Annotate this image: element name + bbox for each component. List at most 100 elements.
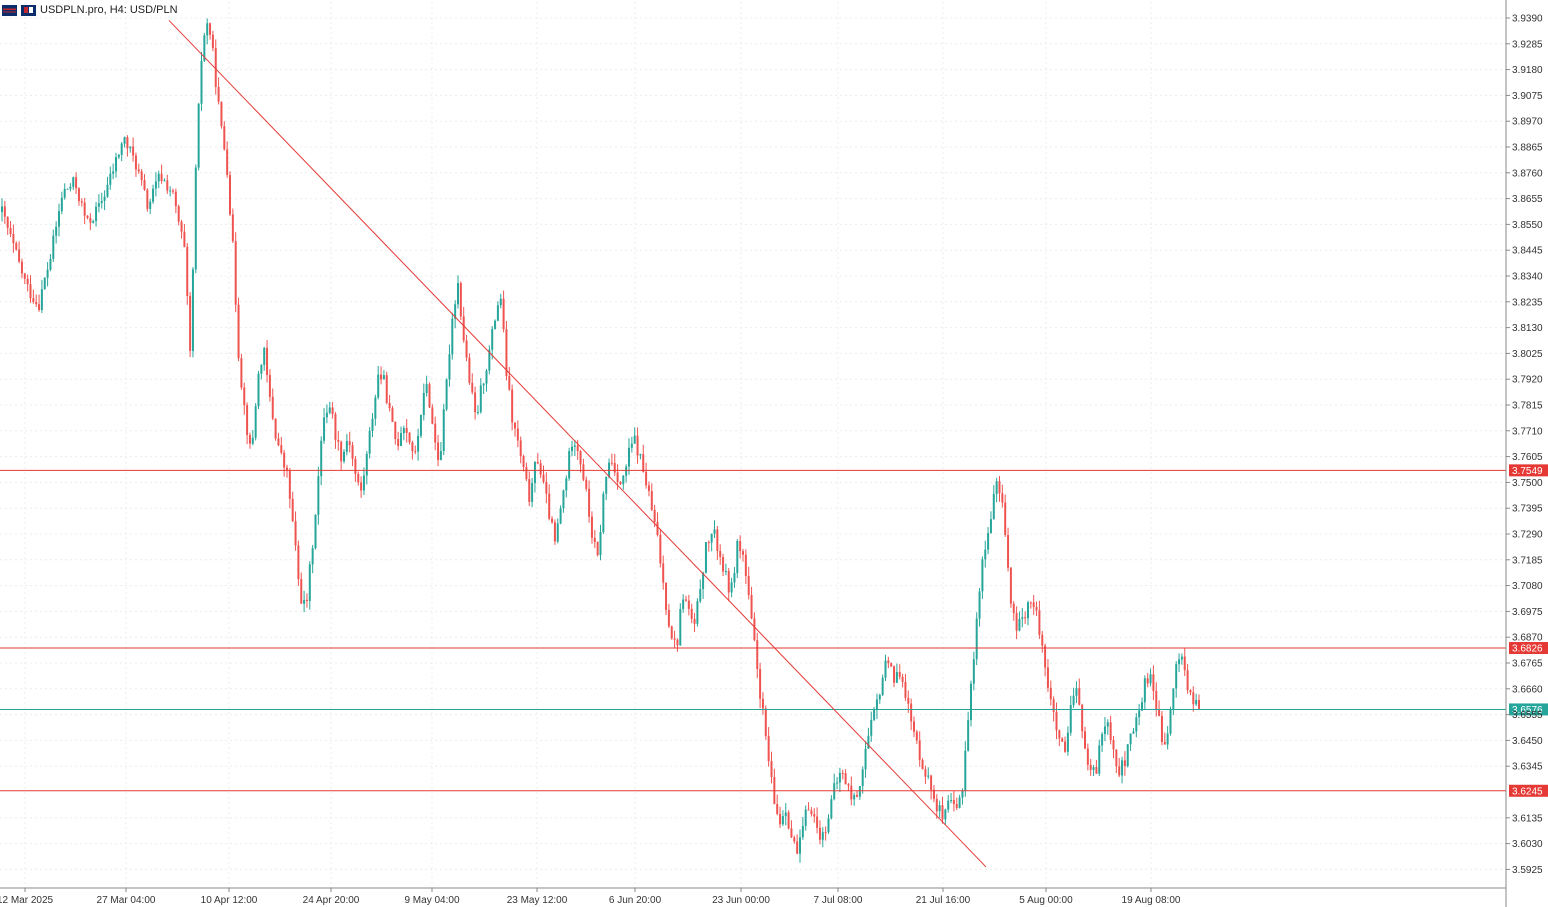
candle xyxy=(200,51,203,111)
candle-body xyxy=(727,571,730,593)
candle-body xyxy=(599,531,602,556)
candle-body xyxy=(20,261,23,274)
candle xyxy=(1132,728,1135,734)
candle-body xyxy=(1109,722,1112,741)
candle xyxy=(1012,601,1015,621)
price-tick-label: 3.8655 xyxy=(1512,194,1543,205)
time-tick-label: 7 Jul 08:00 xyxy=(814,895,863,906)
candle-body xyxy=(1078,688,1081,705)
candle-body xyxy=(117,154,120,158)
candle-body xyxy=(157,173,160,182)
candle-body xyxy=(337,439,340,442)
candle xyxy=(804,805,807,831)
time-axis[interactable]: 12 Mar 2025 27 Mar 04:00 10 Apr 12:00 24 Ap… xyxy=(0,887,1506,906)
price-tick-label: 3.8025 xyxy=(1512,349,1543,360)
candle-body xyxy=(1012,603,1015,614)
candle xyxy=(1155,682,1158,717)
candle xyxy=(724,563,727,576)
candle-body xyxy=(722,557,725,572)
candle xyxy=(588,480,591,523)
candle-body xyxy=(542,474,545,482)
candle xyxy=(551,516,554,524)
candle xyxy=(944,808,947,825)
candle-body xyxy=(115,157,117,172)
candle-body xyxy=(744,554,747,576)
candle-body xyxy=(439,451,442,460)
candle-body xyxy=(867,735,870,749)
candle-body xyxy=(573,445,576,447)
candle-body xyxy=(189,295,192,351)
candle xyxy=(43,277,46,290)
candle xyxy=(485,368,488,392)
candle-body xyxy=(191,269,194,351)
candle-body xyxy=(1158,709,1161,716)
candle-body xyxy=(662,563,665,583)
candle-body xyxy=(514,422,516,429)
candle-body xyxy=(536,461,539,464)
candle-body xyxy=(220,101,223,127)
candle-body xyxy=(562,490,565,509)
candle-body xyxy=(1032,602,1035,608)
candle-body xyxy=(1160,715,1163,742)
trendline-layer[interactable] xyxy=(168,20,987,868)
candle xyxy=(847,783,850,791)
candle-body xyxy=(913,721,915,732)
candle-body xyxy=(642,454,645,472)
candle xyxy=(998,475,1001,502)
price-axis[interactable]: 3.9390 3.9285 3.9180 3.9075 3.8970 3.8865 3.87… xyxy=(1505,0,1543,907)
candle xyxy=(878,693,881,704)
candle-body xyxy=(622,475,625,485)
candle-body xyxy=(103,196,106,201)
candle-body xyxy=(482,383,485,386)
candle-body xyxy=(100,200,103,204)
candle xyxy=(514,422,516,437)
price-tick-label: 3.9390 xyxy=(1512,14,1543,25)
candle xyxy=(818,820,821,845)
candle-body xyxy=(921,759,924,770)
candle xyxy=(858,785,861,800)
candle-body xyxy=(571,446,573,452)
candle-body xyxy=(1118,766,1121,776)
candle xyxy=(545,472,548,504)
candle-body xyxy=(69,186,72,189)
time-tick-label: 21 Jul 16:00 xyxy=(916,895,971,906)
candle-body xyxy=(1021,617,1024,619)
candle xyxy=(596,541,599,557)
candle xyxy=(722,553,725,577)
candle-body xyxy=(166,180,169,191)
candle xyxy=(1198,694,1200,709)
candle-body xyxy=(893,666,896,683)
candle-body xyxy=(459,283,462,317)
candle xyxy=(60,191,63,215)
candle-body xyxy=(565,478,568,491)
candle-body xyxy=(856,795,858,797)
candle-body xyxy=(274,418,277,439)
candle xyxy=(522,454,525,472)
candle xyxy=(214,39,217,95)
candle xyxy=(454,300,457,329)
candle-body xyxy=(260,364,263,374)
candle-body xyxy=(183,231,186,247)
candle-body xyxy=(1155,690,1158,710)
candle-body xyxy=(206,23,209,36)
candle-body xyxy=(844,773,847,785)
candle-body xyxy=(1192,692,1195,705)
candle xyxy=(841,769,844,780)
candle-body xyxy=(240,358,243,388)
candle xyxy=(645,462,648,489)
candle xyxy=(932,785,935,803)
candle-body xyxy=(502,298,505,330)
candle xyxy=(687,594,690,616)
candle-body xyxy=(895,672,898,683)
candle-body xyxy=(414,451,417,453)
candle xyxy=(69,183,72,192)
horizontal-levels[interactable]: 3.7549 3.6826 3.6576 3.6245 xyxy=(0,464,1548,797)
candle xyxy=(1001,484,1004,508)
candle-body xyxy=(1123,760,1126,767)
time-tick-label: 24 Apr 20:00 xyxy=(303,895,360,906)
candle-body xyxy=(434,423,437,443)
candle-body xyxy=(816,816,819,828)
candle xyxy=(97,194,100,213)
candle-body xyxy=(323,417,326,441)
